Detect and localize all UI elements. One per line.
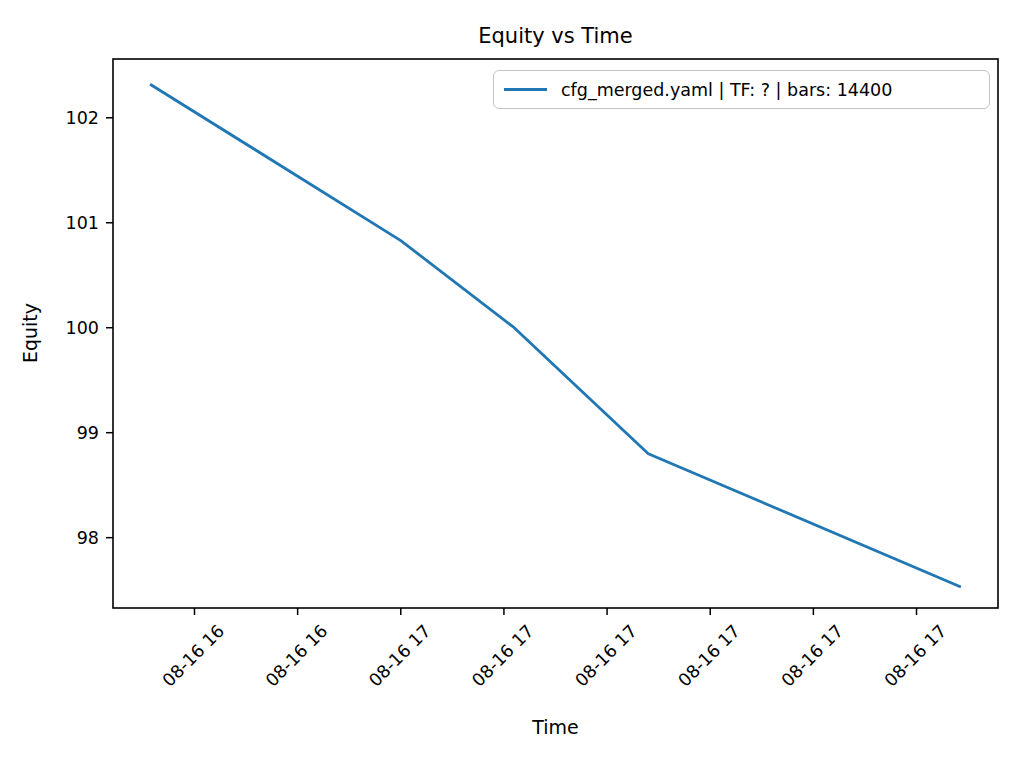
- y-axis-label: Equity: [19, 303, 41, 363]
- x-tick-label: 08-16 17: [881, 621, 951, 691]
- x-tick-label: 08-16 17: [468, 621, 538, 691]
- y-tick-label: 98: [77, 528, 99, 548]
- x-tick-label: 08-16 17: [571, 621, 641, 691]
- x-axis-label: Time: [113, 716, 998, 738]
- x-tick-label: 08-16 16: [262, 621, 332, 691]
- x-tick-label: 08-16 17: [674, 621, 744, 691]
- chart-title: Equity vs Time: [113, 24, 998, 48]
- legend-label: cfg_merged.yaml | TF: ? | bars: 14400: [561, 80, 892, 100]
- y-tick-label: 100: [66, 318, 99, 338]
- figure: 98 99 100 101 102 08-16 16 08-16 16 08-16 17 08-…: [0, 0, 1024, 768]
- x-tick-label: 08-16 17: [365, 621, 435, 691]
- y-tick-label: 102: [66, 108, 99, 128]
- y-tick-label: 99: [77, 423, 99, 443]
- legend-line-swatch: [504, 88, 547, 91]
- y-tick-label: 101: [66, 213, 99, 233]
- plot-area: 98 99 100 101 102 08-16 16 08-16 16 08-16 17 08-…: [0, 0, 1024, 768]
- equity-line: [150, 84, 961, 587]
- x-tick-label: 08-16 17: [777, 621, 847, 691]
- plot-spines: [113, 59, 998, 608]
- legend: cfg_merged.yaml | TF: ? | bars: 14400: [493, 70, 990, 109]
- x-tick-label: 08-16 16: [159, 621, 229, 691]
